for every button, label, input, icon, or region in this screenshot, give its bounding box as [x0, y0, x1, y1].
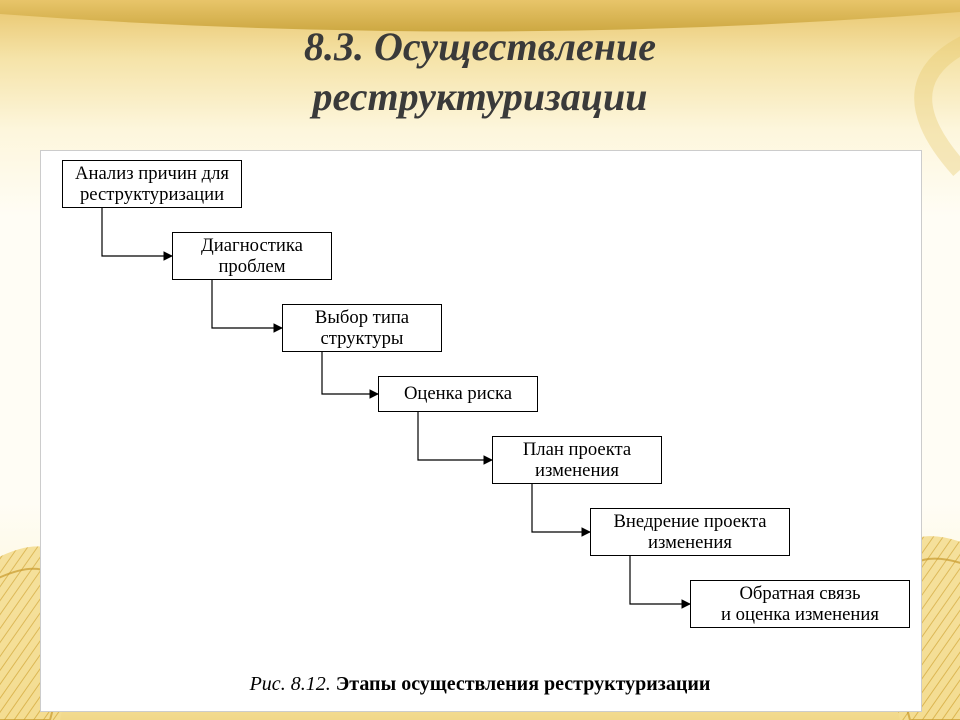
flowchart-edge	[630, 556, 690, 604]
flowchart-node: Внедрение проекта изменения	[590, 508, 790, 556]
figure-caption-prefix: Рис. 8.12.	[250, 673, 336, 695]
flowchart-node-label: Анализ причин для реструктуризации	[75, 163, 229, 206]
flowchart-edge	[102, 208, 172, 256]
flowchart-node: План проекта изменения	[492, 436, 662, 484]
flowchart-node-label: Обратная связь и оценка изменения	[721, 583, 879, 626]
figure-caption-text: Этапы осуществления реструктуризации	[336, 673, 711, 695]
figure-caption: Рис. 8.12. Этапы осуществления реструкту…	[0, 673, 960, 696]
flowchart-node: Оценка риска	[378, 376, 538, 412]
flowchart-node: Диагностика проблем	[172, 232, 332, 280]
flowchart-node: Обратная связь и оценка изменения	[690, 580, 910, 628]
flowchart-edge	[532, 484, 590, 532]
flowchart-edge	[212, 280, 282, 328]
flowchart-node-label: Диагностика проблем	[201, 235, 303, 278]
flowchart-node-label: Оценка риска	[404, 383, 512, 404]
slide: 8.3. Осуществлениереструктуризации Анали…	[0, 0, 960, 720]
flowchart-edge	[322, 352, 378, 394]
diagram: Анализ причин для реструктуризации Диагно…	[0, 0, 960, 720]
flowchart-node: Анализ причин для реструктуризации	[62, 160, 242, 208]
flowchart-node-label: План проекта изменения	[523, 439, 631, 482]
flowchart-node-label: Внедрение проекта изменения	[613, 511, 766, 554]
flowchart-node-label: Выбор типа структуры	[315, 307, 409, 350]
flowchart-edge	[418, 412, 492, 460]
flowchart-node: Выбор типа структуры	[282, 304, 442, 352]
